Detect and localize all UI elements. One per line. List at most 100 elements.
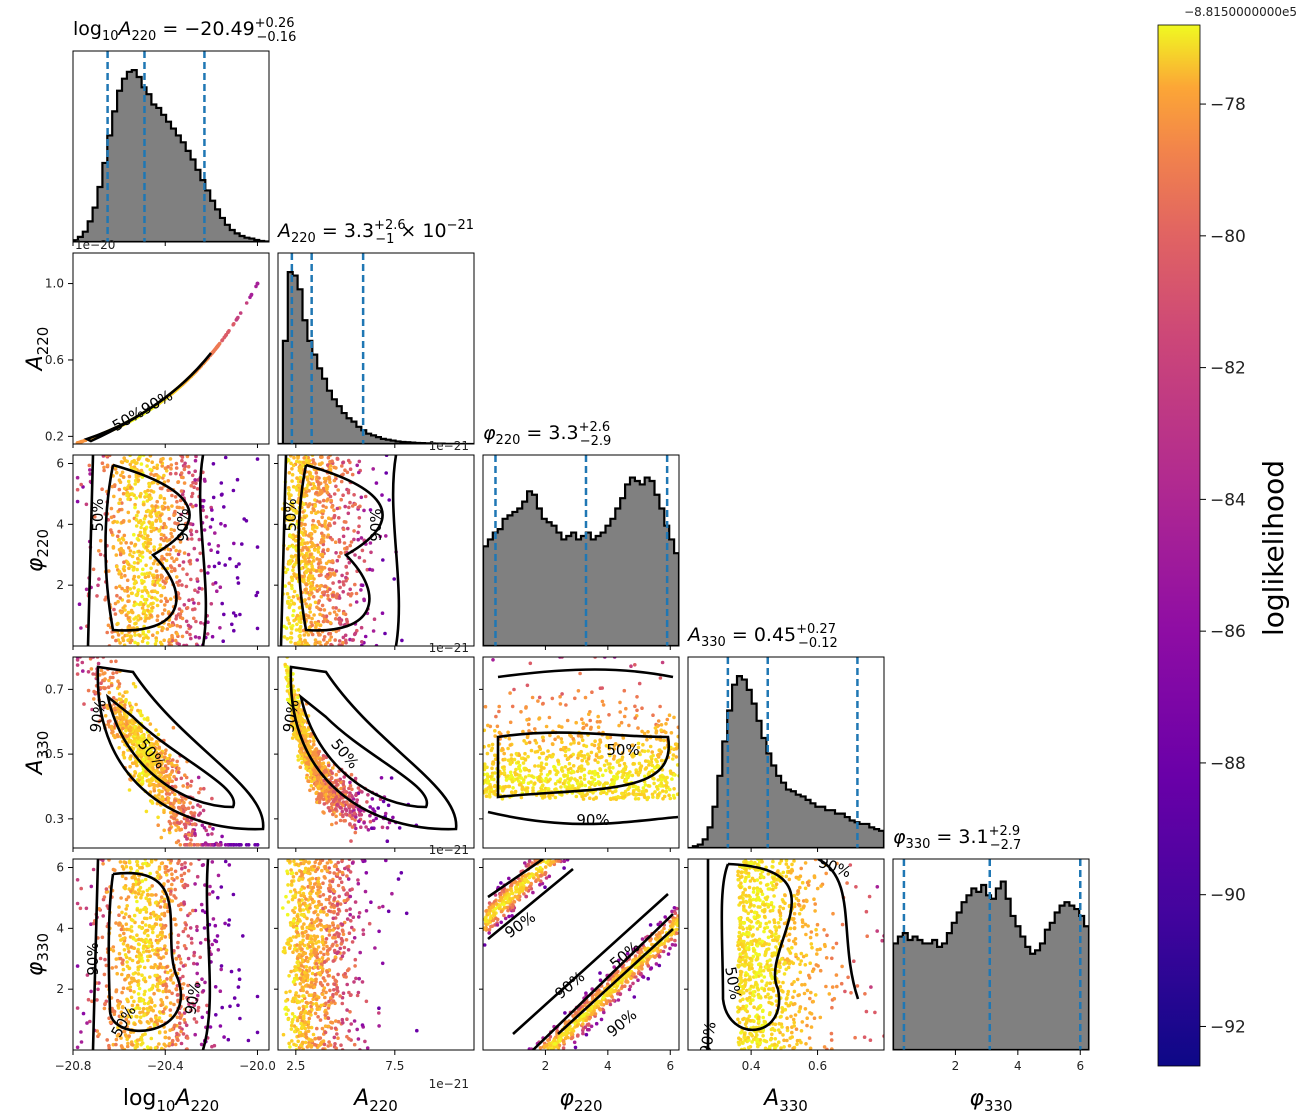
sample-point (162, 755, 167, 760)
sample-point (136, 510, 140, 514)
sample-point (302, 633, 307, 637)
sample-point (314, 747, 319, 751)
sample-point (106, 719, 111, 724)
sample-point (147, 778, 151, 782)
sample-point (343, 504, 348, 509)
sample-point (120, 460, 125, 465)
sample-point (493, 729, 497, 733)
sample-point (178, 843, 183, 847)
sample-point (312, 613, 316, 617)
sample-point (301, 533, 306, 537)
sample-point (94, 691, 98, 695)
sample-point (178, 498, 183, 503)
sample-point (196, 601, 201, 606)
sample-point (134, 702, 138, 707)
sample-point (170, 779, 174, 784)
sample-point (328, 464, 333, 468)
sample-point (154, 740, 159, 744)
sample-point (228, 843, 233, 847)
sample-point (151, 605, 155, 610)
sample-point (210, 508, 214, 512)
sample-point (168, 564, 173, 568)
sample-point (161, 585, 165, 590)
sample-point (344, 638, 348, 643)
sample-point (328, 467, 333, 472)
sample-point (337, 621, 342, 625)
sample-point (173, 509, 177, 514)
sample-point (285, 689, 290, 693)
sample-point (182, 467, 187, 472)
sample-point (320, 767, 325, 771)
sample-point (140, 713, 144, 718)
sample-point (163, 466, 168, 471)
sample-point (303, 638, 307, 643)
sample-point (326, 463, 330, 467)
sample-point (494, 714, 498, 719)
histogram-phi220 (483, 476, 679, 646)
sample-point (283, 584, 288, 588)
sample-point (349, 540, 354, 544)
sample-point (221, 639, 225, 643)
sample-point (111, 545, 116, 549)
sample-point (289, 598, 294, 603)
sample-point (348, 467, 353, 472)
sample-point (329, 776, 334, 781)
sample-point (285, 697, 290, 702)
sample-point (307, 470, 312, 475)
sample-point (156, 815, 160, 820)
sample-point (321, 756, 326, 761)
sample-point (341, 527, 346, 531)
sample-point (308, 603, 313, 607)
sample-point (111, 520, 115, 525)
sample-point (324, 793, 328, 797)
contour-90 (86, 455, 208, 646)
sample-point (320, 461, 324, 465)
sample-point (128, 738, 133, 743)
sample-point (109, 724, 114, 729)
contour-50 (105, 693, 236, 809)
sample-point (133, 478, 138, 483)
sample-point (330, 559, 335, 563)
sample-point (365, 800, 369, 804)
sample-point (645, 797, 649, 802)
sample-point (190, 829, 195, 834)
sample-point (370, 568, 375, 572)
sample-point (297, 460, 302, 464)
sample-point (322, 476, 327, 481)
sample-point (134, 602, 139, 606)
sample-point (148, 550, 152, 554)
sample-point (319, 489, 324, 493)
sample-point (350, 787, 354, 792)
sample-point (346, 526, 350, 531)
sample-point (322, 635, 327, 639)
contour-90 (289, 665, 458, 831)
sample-point (103, 597, 107, 602)
sample-point (360, 640, 364, 644)
sample-point (335, 506, 340, 511)
sample-point (182, 603, 187, 607)
sample-point (200, 823, 205, 828)
sample-point (306, 461, 311, 465)
sample-point (255, 457, 260, 461)
sample-point (159, 457, 164, 462)
sample-point (311, 482, 316, 486)
sample-point (345, 470, 350, 475)
sample-point (287, 581, 292, 586)
title-minus: −0.16 (257, 30, 297, 45)
sample-point (119, 610, 124, 615)
sample-point (111, 733, 116, 738)
sample-point (317, 749, 322, 754)
sample-point (114, 659, 118, 664)
panel-content: 50%90% (75, 455, 260, 646)
sample-point (228, 556, 232, 561)
sample-point (595, 720, 600, 724)
sample-point (321, 509, 326, 513)
sample-point (288, 603, 293, 607)
sample-point (118, 713, 123, 717)
sample-point (296, 702, 301, 707)
sample-point (84, 587, 89, 592)
sample-point (289, 461, 293, 466)
sample-point (191, 805, 195, 810)
sample-point (493, 734, 498, 738)
contour-label-90: 90% (279, 698, 303, 734)
